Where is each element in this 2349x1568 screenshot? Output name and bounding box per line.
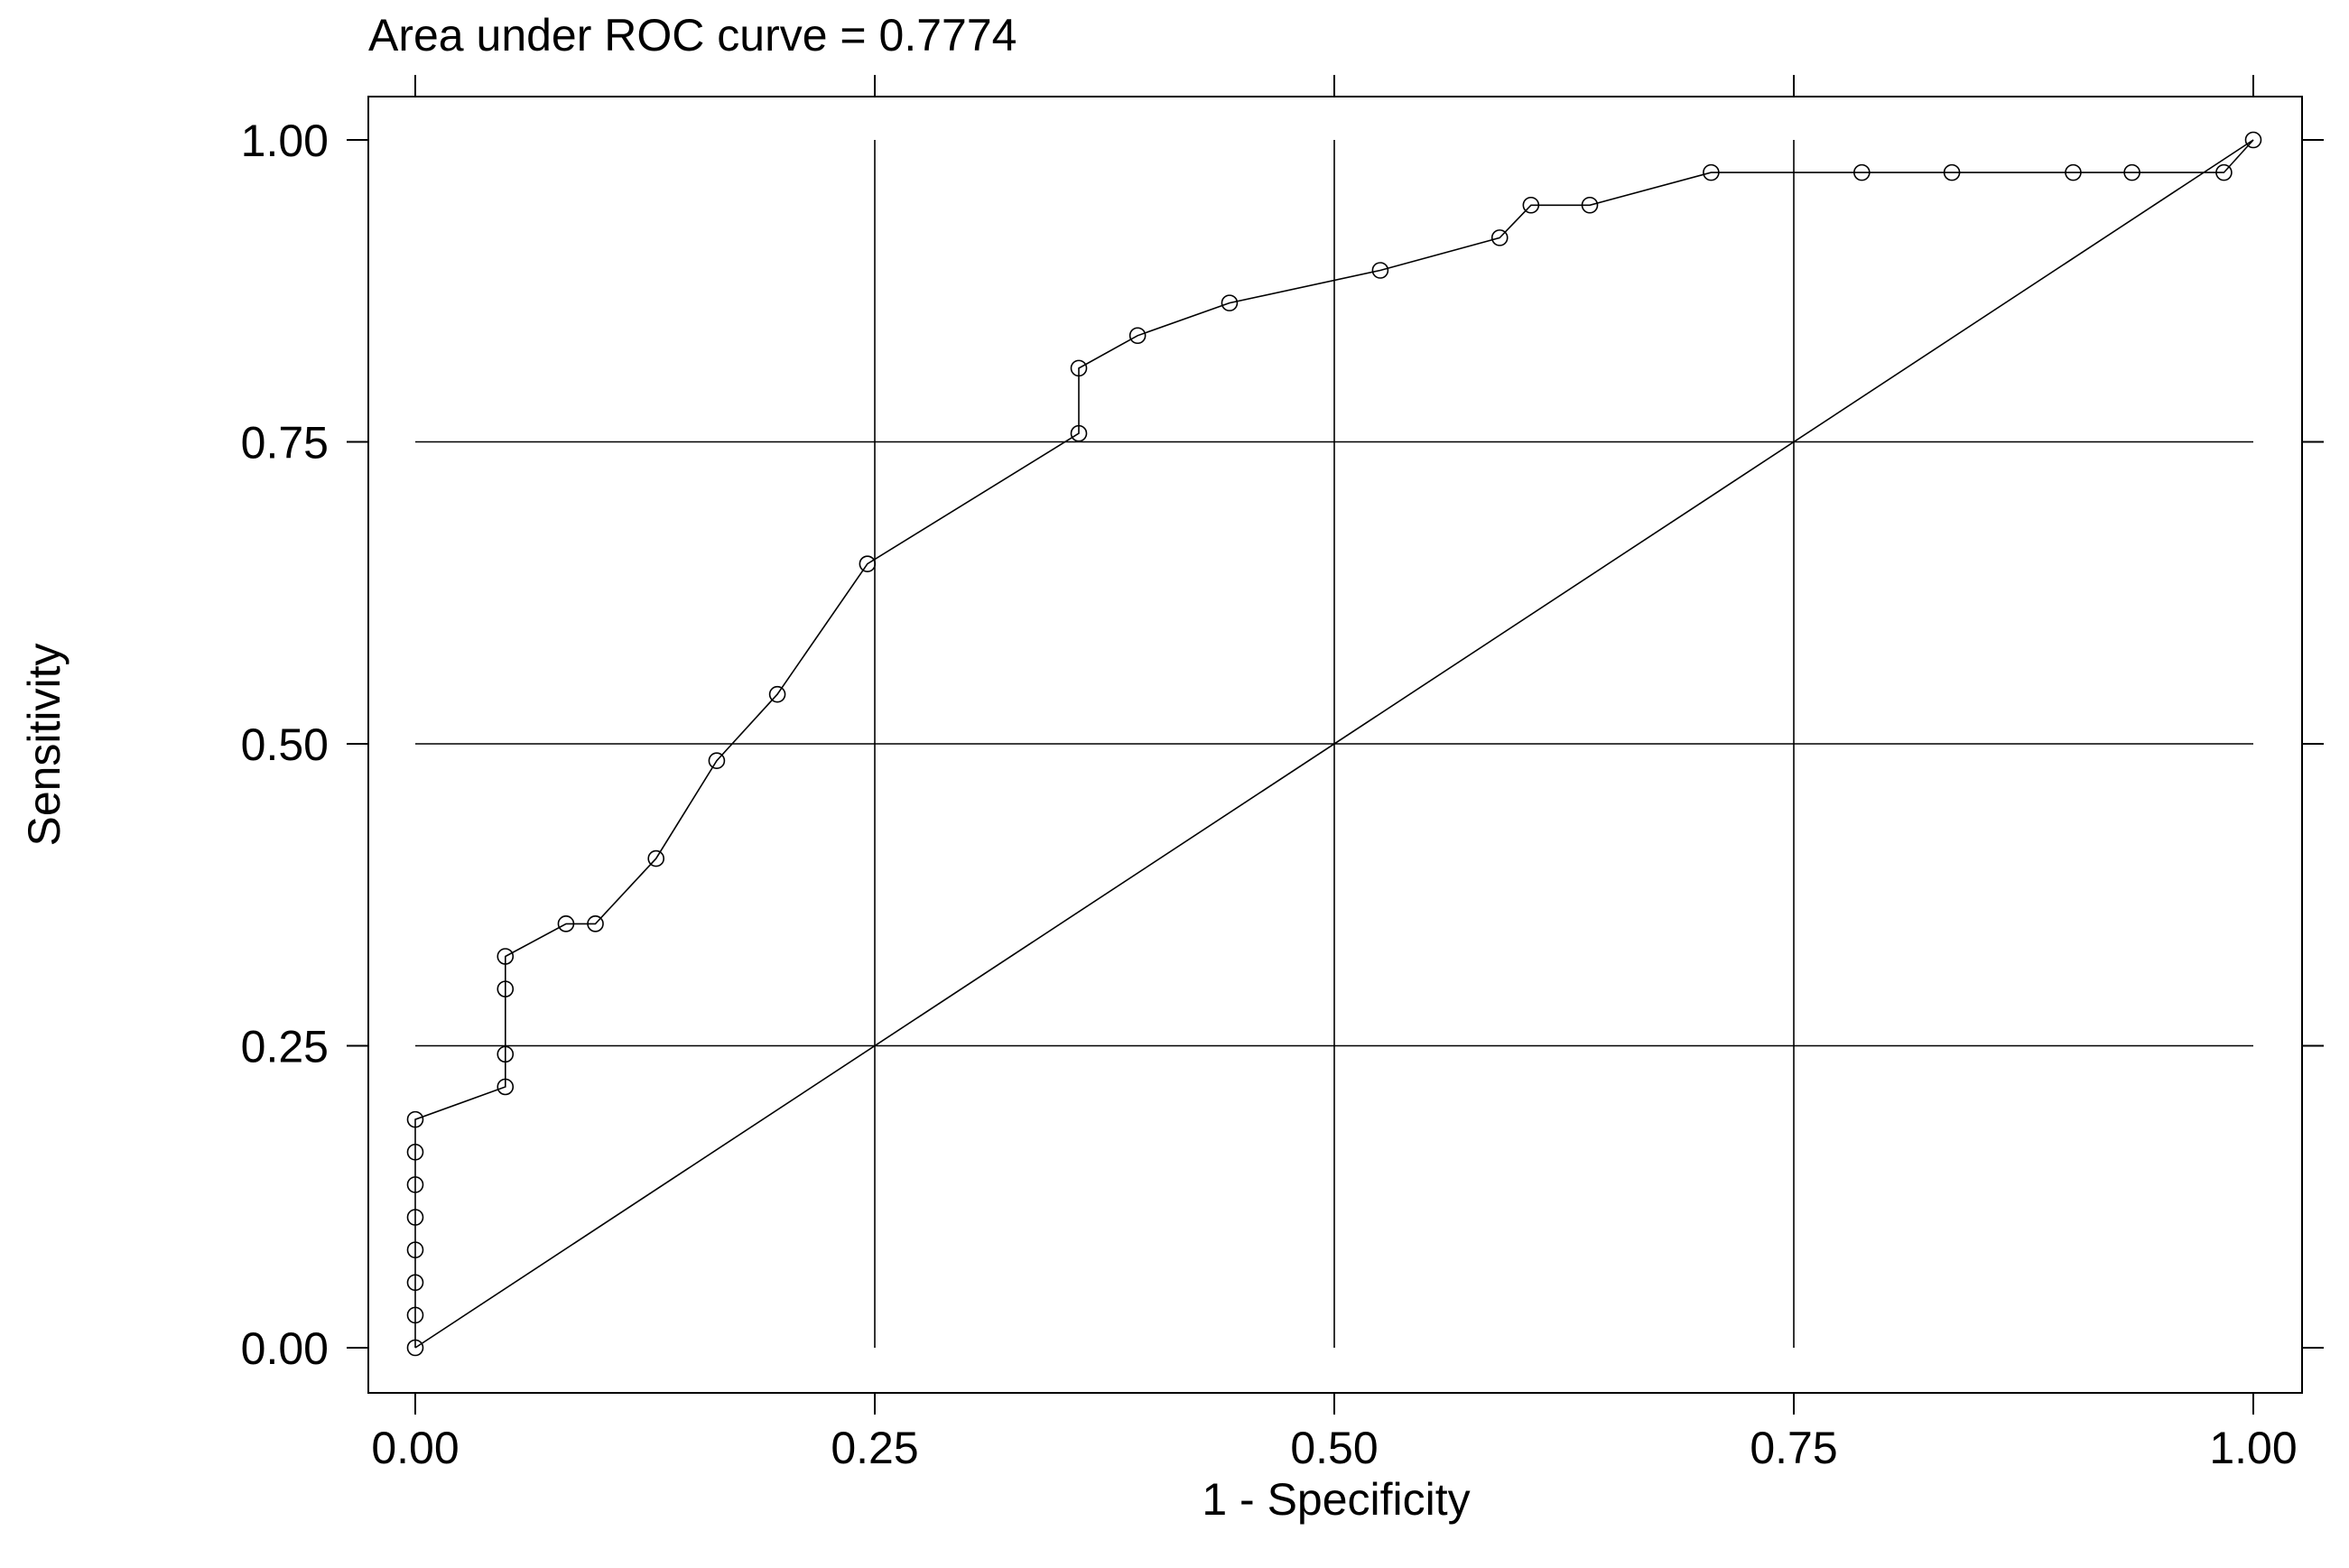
roc-point bbox=[406, 1274, 424, 1292]
roc-point bbox=[406, 1110, 424, 1128]
roc-point bbox=[2123, 163, 2140, 181]
roc-point bbox=[1490, 229, 1509, 246]
roc-point bbox=[1581, 196, 1599, 214]
roc-point bbox=[497, 1045, 515, 1063]
reference-line-layer bbox=[414, 139, 2254, 1349]
roc-point bbox=[406, 1209, 424, 1226]
roc-point bbox=[587, 915, 604, 932]
y-axis-label: Sensitivity bbox=[19, 643, 70, 846]
x-tick-label: 0.00 bbox=[371, 1423, 459, 1473]
y-tick-label: 0.75 bbox=[241, 418, 329, 469]
roc-curve-line bbox=[414, 139, 2254, 1348]
roc-point bbox=[2215, 163, 2233, 181]
x-tick-label: 1.00 bbox=[2209, 1423, 2297, 1473]
roc-point bbox=[708, 752, 726, 770]
roc-point bbox=[1371, 262, 1389, 279]
x-tick-label: 0.50 bbox=[1290, 1423, 1378, 1473]
y-tick-label: 0.00 bbox=[241, 1323, 329, 1374]
roc-point bbox=[1703, 163, 1720, 181]
roc-point bbox=[1853, 163, 1871, 181]
roc-point bbox=[2065, 163, 2082, 181]
roc-point bbox=[557, 915, 575, 932]
roc-point bbox=[406, 1176, 424, 1193]
x-tick-label: 0.75 bbox=[1750, 1423, 1837, 1473]
x-axis-label: 1 - Specificity bbox=[1202, 1474, 1470, 1525]
chart-title: Area under ROC curve = 0.7774 bbox=[368, 10, 1017, 60]
y-tick-label: 0.25 bbox=[241, 1022, 329, 1072]
roc-point bbox=[1128, 327, 1147, 345]
roc-point bbox=[1522, 196, 1540, 214]
roc-series-layer bbox=[406, 131, 2262, 1357]
roc-point bbox=[647, 849, 665, 868]
roc-point bbox=[406, 1241, 424, 1258]
axes: 0.00 0.25 0.50 0.75 1.00 0.00 0.25 0.50 0.75 1.00 bbox=[241, 75, 2324, 1473]
x-tick-label: 0.25 bbox=[831, 1423, 918, 1473]
roc-point bbox=[768, 685, 786, 703]
roc-point bbox=[406, 1143, 424, 1161]
roc-point bbox=[497, 948, 515, 965]
roc-point bbox=[1070, 359, 1088, 377]
roc-point bbox=[1221, 294, 1239, 311]
roc-point bbox=[406, 1339, 424, 1357]
roc-point bbox=[1943, 163, 1961, 181]
roc-point bbox=[859, 555, 877, 572]
reference-diagonal-line bbox=[414, 139, 2254, 1349]
plot-frame bbox=[367, 96, 2303, 1394]
y-tick-label: 0.50 bbox=[241, 719, 329, 770]
roc-point bbox=[497, 980, 515, 997]
roc-point bbox=[406, 1306, 424, 1324]
roc-point bbox=[2244, 131, 2262, 149]
roc-point bbox=[1070, 424, 1088, 442]
roc-point bbox=[497, 1078, 515, 1096]
y-tick-label: 1.00 bbox=[241, 116, 329, 166]
